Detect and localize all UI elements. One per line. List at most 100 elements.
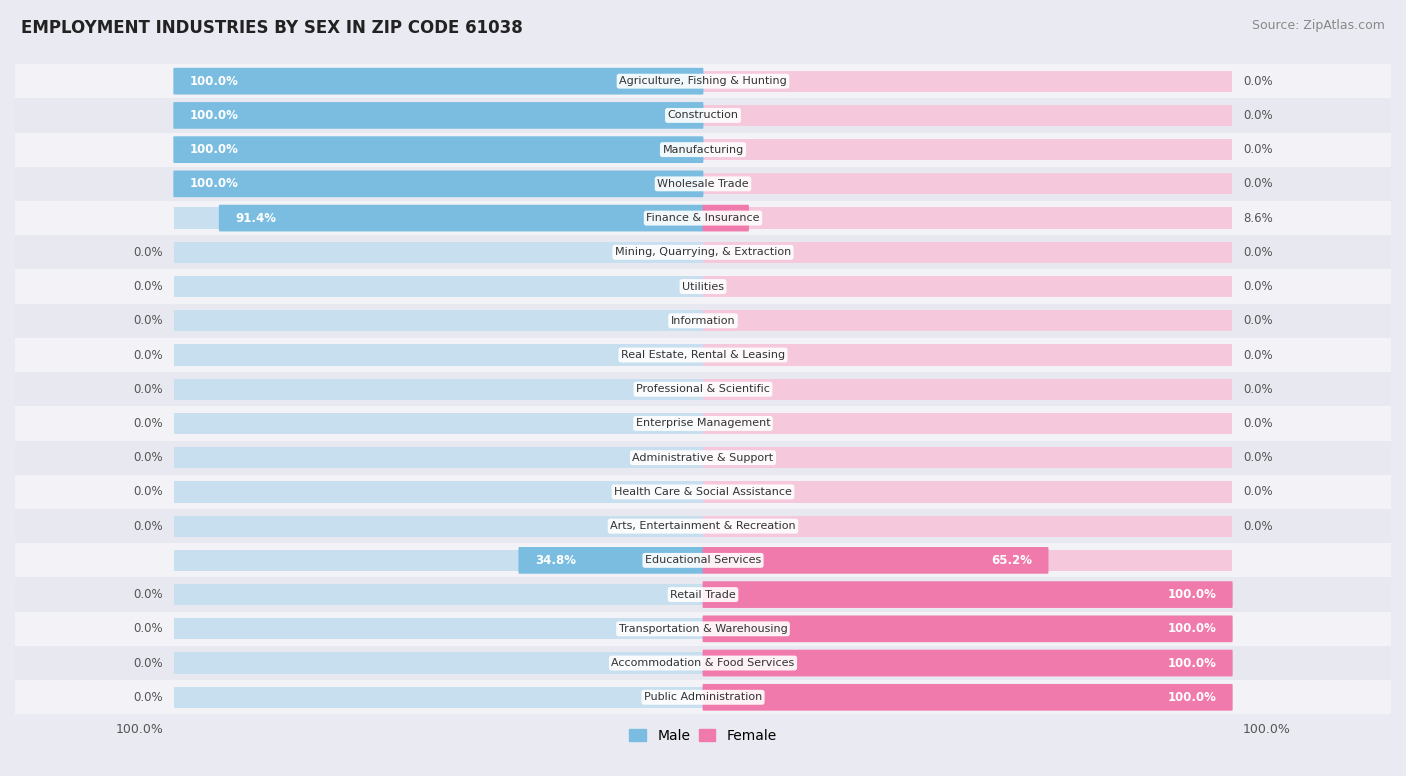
Text: 0.0%: 0.0% [134,314,163,327]
Bar [15,441,1391,475]
Bar [174,310,703,331]
Text: 100.0%: 100.0% [1243,723,1291,736]
Text: 0.0%: 0.0% [1243,143,1272,156]
Legend: Male, Female: Male, Female [624,723,782,748]
Bar [15,201,1391,235]
Text: Accommodation & Food Services: Accommodation & Food Services [612,658,794,668]
Bar [15,509,1391,543]
FancyBboxPatch shape [173,68,703,95]
Bar [703,687,1232,708]
Bar [174,413,703,434]
Bar [174,71,703,92]
Bar [174,105,703,126]
Text: 0.0%: 0.0% [1243,280,1272,293]
Text: 0.0%: 0.0% [134,520,163,532]
Bar [703,618,1232,639]
Text: 0.0%: 0.0% [134,451,163,464]
Bar [703,276,1232,297]
FancyBboxPatch shape [703,581,1233,608]
Text: Retail Trade: Retail Trade [671,590,735,600]
Text: 0.0%: 0.0% [1243,74,1272,88]
Bar [15,681,1391,715]
Bar [15,64,1391,99]
Bar [703,105,1232,126]
Bar [703,310,1232,331]
Text: Agriculture, Fishing & Hunting: Agriculture, Fishing & Hunting [619,76,787,86]
Text: 0.0%: 0.0% [134,348,163,362]
Text: Enterprise Management: Enterprise Management [636,418,770,428]
Text: 0.0%: 0.0% [134,588,163,601]
Bar [15,133,1391,167]
Text: Construction: Construction [668,110,738,120]
Bar [174,584,703,605]
Bar [703,515,1232,537]
Bar [174,618,703,639]
Text: Utilities: Utilities [682,282,724,292]
Bar [174,276,703,297]
Bar [15,235,1391,269]
Bar [703,241,1232,263]
Bar [174,447,703,468]
Bar [15,611,1391,646]
Text: EMPLOYMENT INDUSTRIES BY SEX IN ZIP CODE 61038: EMPLOYMENT INDUSTRIES BY SEX IN ZIP CODE… [21,19,523,37]
Bar [15,407,1391,441]
Text: 0.0%: 0.0% [134,383,163,396]
Bar [703,139,1232,161]
Text: Source: ZipAtlas.com: Source: ZipAtlas.com [1251,19,1385,33]
Text: Real Estate, Rental & Leasing: Real Estate, Rental & Leasing [621,350,785,360]
Bar [15,543,1391,577]
Text: 0.0%: 0.0% [134,280,163,293]
Bar [703,447,1232,468]
Text: 0.0%: 0.0% [1243,178,1272,190]
Text: 0.0%: 0.0% [134,622,163,636]
Text: 0.0%: 0.0% [134,656,163,670]
Text: Wholesale Trade: Wholesale Trade [657,178,749,189]
Bar [703,549,1232,571]
FancyBboxPatch shape [703,615,1233,643]
FancyBboxPatch shape [219,205,703,231]
Text: 100.0%: 100.0% [1167,656,1216,670]
FancyBboxPatch shape [173,102,703,129]
Bar [703,379,1232,400]
Bar [15,372,1391,407]
Bar [174,653,703,674]
Bar [174,515,703,537]
Text: 100.0%: 100.0% [115,723,163,736]
Text: Health Care & Social Assistance: Health Care & Social Assistance [614,487,792,497]
Bar [15,303,1391,338]
Text: 100.0%: 100.0% [1167,622,1216,636]
Bar [703,413,1232,434]
Bar [15,269,1391,303]
Bar [15,99,1391,133]
FancyBboxPatch shape [703,205,749,231]
Text: 0.0%: 0.0% [1243,383,1272,396]
Bar [174,687,703,708]
Text: 100.0%: 100.0% [1167,588,1216,601]
Text: 0.0%: 0.0% [134,691,163,704]
Text: Transportation & Warehousing: Transportation & Warehousing [619,624,787,634]
Text: 91.4%: 91.4% [235,212,276,224]
Text: 34.8%: 34.8% [534,554,575,567]
Text: Mining, Quarrying, & Extraction: Mining, Quarrying, & Extraction [614,248,792,258]
Bar [15,646,1391,681]
Text: Arts, Entertainment & Recreation: Arts, Entertainment & Recreation [610,521,796,531]
Bar [703,173,1232,195]
Text: Educational Services: Educational Services [645,556,761,566]
FancyBboxPatch shape [173,137,703,163]
Bar [174,241,703,263]
Text: Public Administration: Public Administration [644,692,762,702]
Bar [174,173,703,195]
Bar [174,345,703,365]
Text: 100.0%: 100.0% [190,143,239,156]
Bar [15,577,1391,611]
FancyBboxPatch shape [173,171,703,197]
Bar [703,481,1232,503]
Text: 0.0%: 0.0% [1243,486,1272,498]
Bar [174,379,703,400]
Text: Information: Information [671,316,735,326]
Bar [15,338,1391,372]
Text: 0.0%: 0.0% [1243,451,1272,464]
Bar [15,475,1391,509]
Bar [703,584,1232,605]
Text: 0.0%: 0.0% [1243,520,1272,532]
